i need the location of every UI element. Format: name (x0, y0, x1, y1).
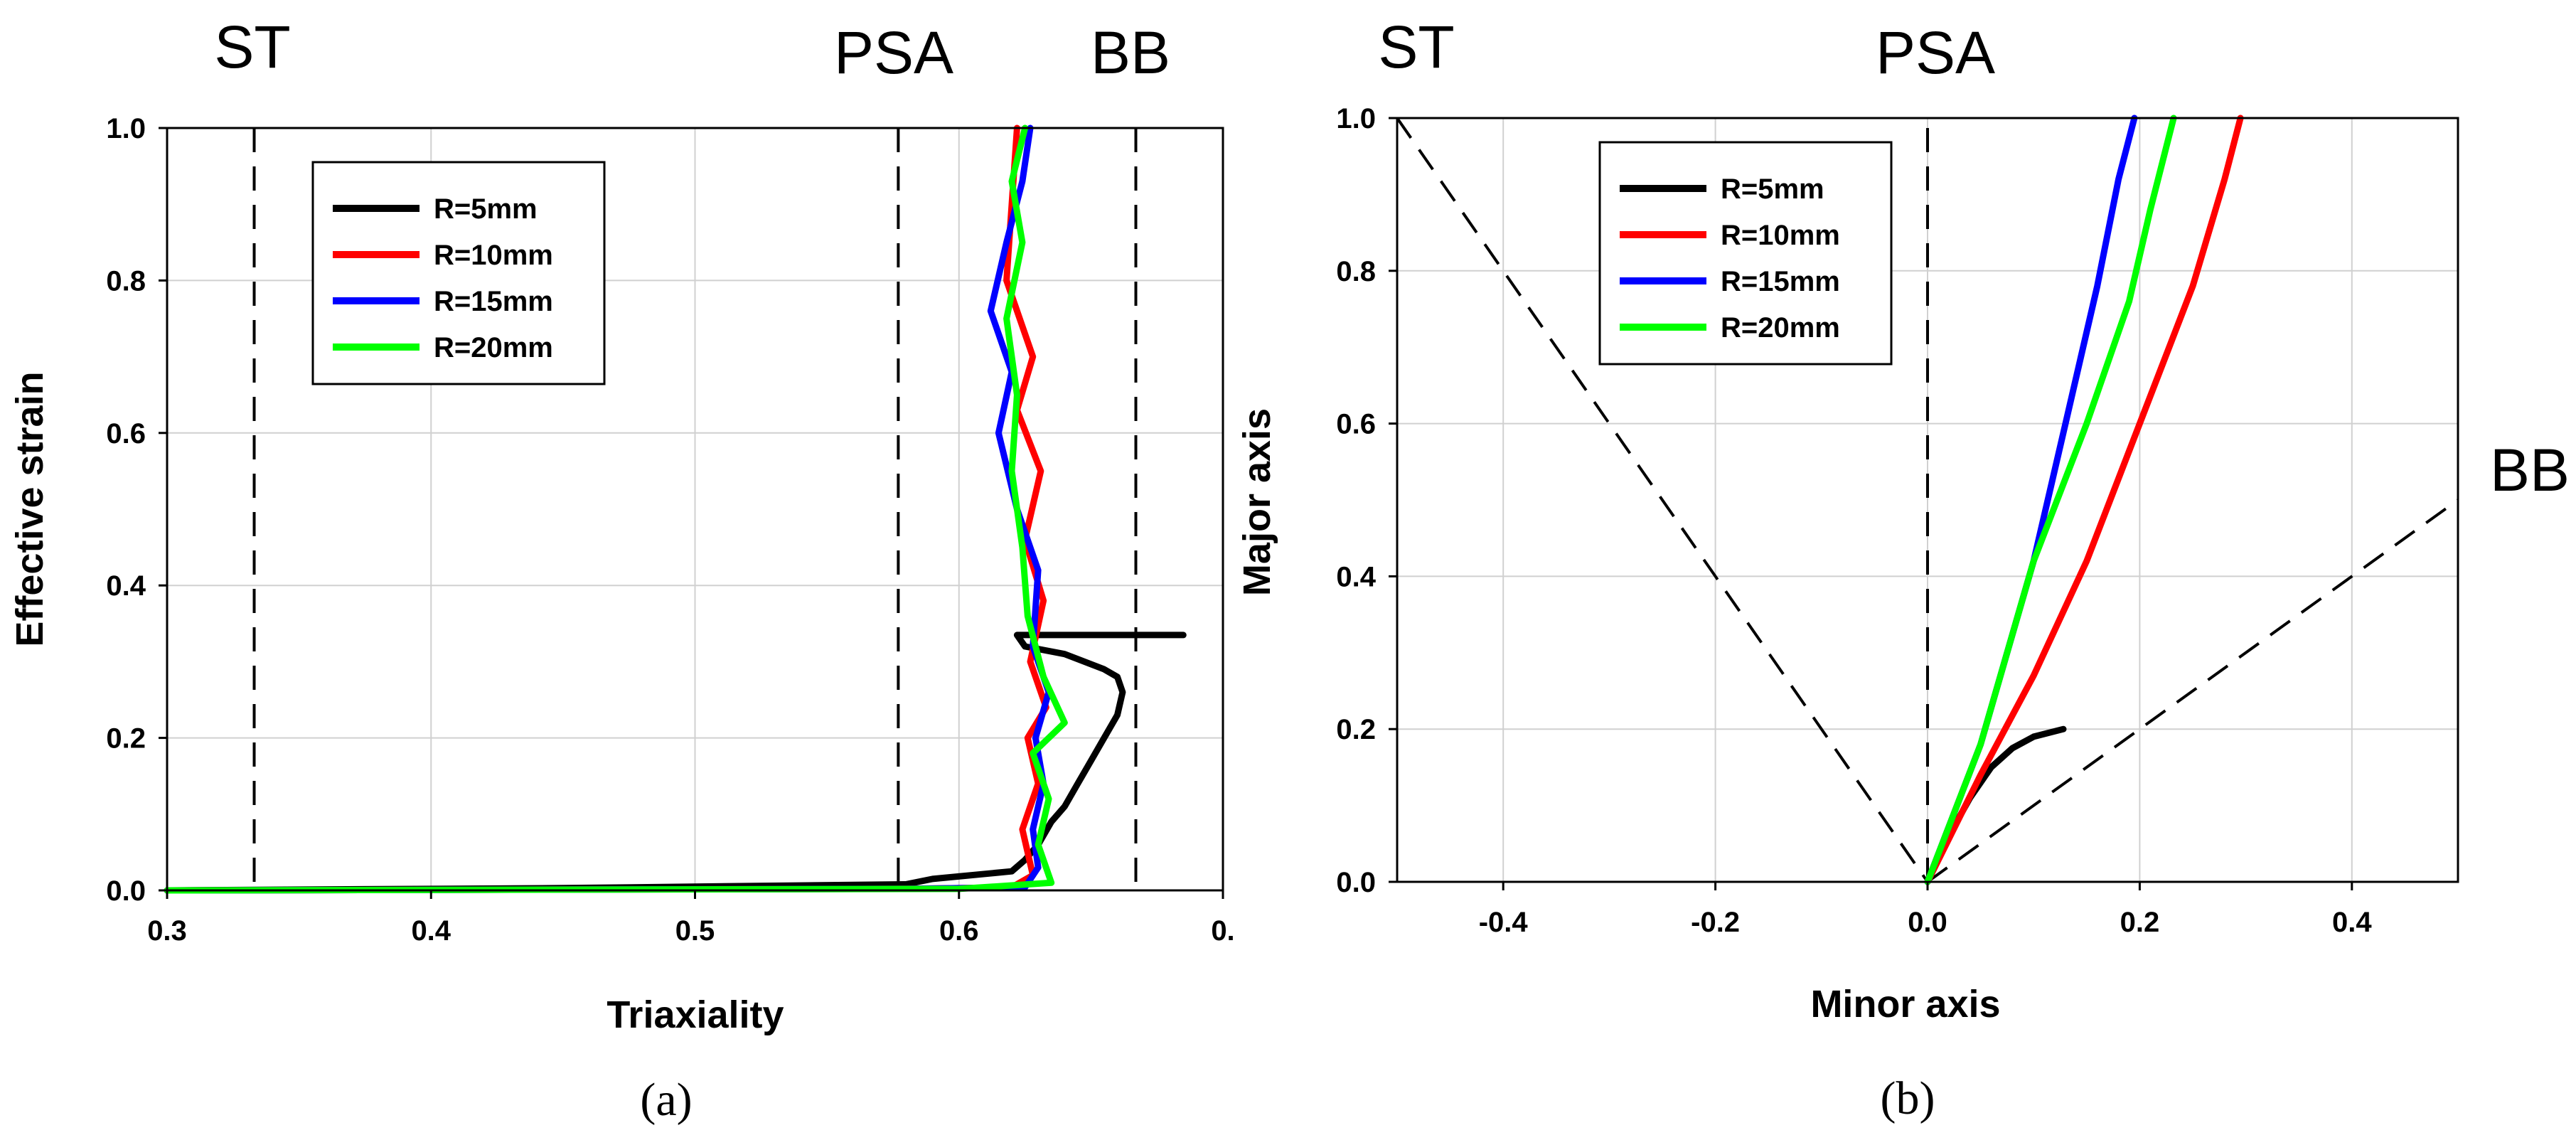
region-label-bb: BB (2490, 437, 2570, 504)
reference-line-bb (1926, 499, 2459, 883)
reference-line-st (1396, 117, 1929, 883)
legend-label: R=10mm (1721, 220, 1840, 251)
legend-label: R=10mm (434, 240, 553, 271)
x-tick-label: -0.4 (1479, 907, 1529, 938)
y-tick-label: 0.4 (106, 570, 146, 602)
x-tick-label: 0.5 (675, 915, 715, 947)
x-tick-label: 0. (1211, 915, 1234, 947)
chart-b: -0.4 -0.2 0.0 0.2 0.4 0.0 0.2 0.4 0.6 0.8 1.0 R=5m… (1236, 14, 2570, 1124)
x-tick-label: 0.6 (939, 915, 979, 947)
series-line-r10mm (1924, 114, 2244, 885)
region-label-st: ST (214, 14, 290, 80)
legend-label: R=15mm (434, 286, 553, 317)
y-tick-label: 0.4 (1336, 561, 1376, 592)
x-tick-label: 0.0 (1908, 907, 1947, 938)
x-axis-label-a: Triaxiality (606, 993, 784, 1036)
chart-a: 0.3 0.4 0.5 0.6 0.0.00.20.40.60.81.0 R=5mmR=… (9, 14, 1235, 1126)
series-line-r20mm (164, 124, 1068, 894)
y-tick-label: 0.0 (106, 875, 146, 907)
legend-label: R=5mm (434, 193, 538, 225)
series-line-r20mm (1924, 114, 2177, 885)
legend-label: R=20mm (434, 332, 553, 363)
region-label-bb: BB (1091, 19, 1170, 86)
y-tick-label: 0.0 (1336, 867, 1376, 898)
series-a (164, 124, 1187, 894)
legend-b: R=5mm R=10mm R=15mm R=20mm (1598, 141, 1893, 366)
x-tick-label: 0.3 (147, 915, 187, 947)
grid-b (1397, 117, 2458, 883)
legend-a: R=5mm R=10mm R=15mm R=20mm (311, 161, 606, 385)
reference-lines-a (252, 128, 1138, 890)
panel-label-a: (a) (640, 1074, 692, 1126)
region-label-st: ST (1378, 14, 1454, 80)
legend-label: R=20mm (1721, 312, 1840, 343)
x-tick-label: 0.2 (2120, 907, 2160, 938)
y-tick-label: 0.2 (1336, 714, 1376, 745)
y-tick-label: 1.0 (1336, 103, 1376, 134)
panel-label-b: (b) (1881, 1072, 1935, 1124)
y-tick-label: 0.2 (106, 723, 146, 755)
region-label-psa: PSA (1876, 19, 1995, 86)
y-tick-label: 0.8 (1336, 256, 1376, 287)
x-axis-label-b: Minor axis (1810, 983, 2000, 1026)
x-tick-label: 0.4 (2332, 907, 2372, 938)
ticks-b: -0.4 -0.2 0.0 0.2 0.4 0.0 0.2 0.4 0.6 0.8 1.0 (1336, 103, 2372, 938)
series-line-r15mm (1924, 114, 2138, 885)
reference-lines-b (1396, 117, 2459, 883)
y-tick-label: 0.6 (1336, 409, 1376, 440)
series-b (1924, 114, 2244, 885)
series-line-r5mm (164, 632, 1187, 894)
y-axis-label-a: Effective strain (9, 371, 51, 646)
series-line-r10mm (164, 124, 1049, 894)
legend-label: R=5mm (1721, 174, 1824, 205)
legend-label: R=15mm (1721, 266, 1840, 297)
series-line-r15mm (164, 124, 1052, 894)
region-label-psa: PSA (834, 19, 953, 86)
y-tick-label: 0.6 (106, 418, 146, 449)
y-axis-label-b: Major axis (1236, 408, 1278, 596)
y-tick-label: 1.0 (106, 113, 146, 144)
ticks-a: 0.3 0.4 0.5 0.6 0. 0.0 0.2 0.4 0.6 0.8 1.0 (106, 113, 1234, 947)
x-tick-label: -0.2 (1691, 907, 1740, 938)
y-tick-label: 0.8 (106, 265, 146, 297)
x-tick-label: 0.4 (411, 915, 451, 947)
